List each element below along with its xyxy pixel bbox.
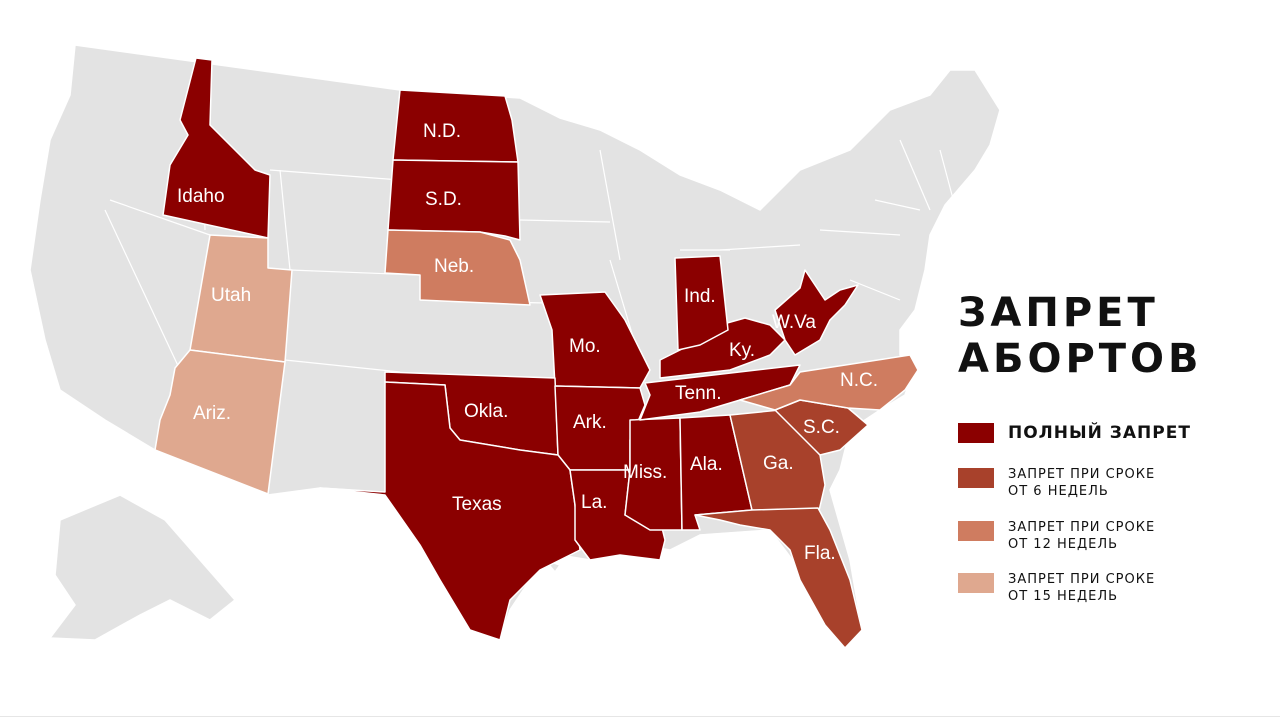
label-west-virginia: W.Va [772, 312, 816, 333]
state-labels: Idaho N.D. S.D. Neb. Utah Ariz. Mo. Okla… [177, 121, 878, 564]
state-florida [694, 507, 863, 649]
legend-label-weeks12-line2: ОТ 12 НЕДЕЛЬ [1008, 537, 1119, 552]
label-oklahoma: Okla. [464, 401, 508, 422]
label-texas: Texas [452, 494, 502, 515]
label-south-carolina: S.C. [803, 417, 840, 438]
state-tennessee [639, 364, 801, 421]
label-florida: Fla. [804, 543, 836, 564]
legend-label-weeks15-line1: ЗАПРЕТ ПРИ СРОКЕ [1008, 572, 1156, 587]
legend-label-weeks6: ЗАПРЕТ ПРИ СРОКЕ ОТ 6 НЕДЕЛЬ [1008, 466, 1155, 500]
map-title-line1: ЗАПРЕТ [958, 290, 1159, 336]
label-alabama: Ala. [690, 454, 723, 475]
state-north-carolina [739, 354, 919, 411]
state-west-virginia [774, 269, 859, 356]
label-missouri: Mo. [569, 336, 601, 357]
legend-swatch-weeks15 [958, 573, 994, 593]
state-arizona [154, 349, 286, 495]
legend-swatch-full [958, 423, 994, 443]
legend-label-weeks12-line1: ЗАПРЕТ ПРИ СРОКЕ [1008, 520, 1156, 535]
legend-swatch-weeks12 [958, 521, 994, 541]
state-north-dakota [392, 89, 519, 163]
label-south-dakota: S.D. [425, 189, 462, 210]
label-louisiana: La. [581, 492, 607, 513]
state-indiana [674, 255, 729, 351]
label-mississippi: Miss. [623, 462, 667, 483]
legend-label-weeks6-line2: ОТ 6 НЕДЕЛЬ [1008, 484, 1109, 499]
state-texas [319, 381, 581, 641]
alaska-base [48, 494, 237, 641]
label-arkansas: Ark. [573, 412, 607, 433]
label-kentucky: Ky. [729, 340, 755, 361]
legend-swatch-weeks6 [958, 468, 994, 488]
map-title-line2: АБОРТОВ [958, 336, 1203, 382]
label-georgia: Ga. [763, 453, 794, 474]
label-indiana: Ind. [684, 286, 716, 307]
label-arizona: Ariz. [193, 403, 231, 424]
states-layer [154, 57, 919, 649]
legend-label-weeks15-line2: ОТ 15 НЕДЕЛЬ [1008, 589, 1119, 604]
label-tennessee: Tenn. [675, 383, 721, 404]
legend-label-weeks6-line1: ЗАПРЕТ ПРИ СРОКЕ [1008, 467, 1156, 482]
map-title: ЗАПРЕТ АБОРТОВ [958, 290, 1203, 382]
label-north-carolina: N.C. [840, 370, 878, 391]
label-north-dakota: N.D. [423, 121, 461, 142]
label-nebraska: Neb. [434, 256, 474, 277]
state-nebraska [384, 229, 531, 306]
legend-label-weeks15: ЗАПРЕТ ПРИ СРОКЕ ОТ 15 НЕДЕЛЬ [1008, 571, 1155, 605]
state-idaho [162, 57, 271, 239]
state-missouri [539, 291, 651, 389]
legend-label-weeks12: ЗАПРЕТ ПРИ СРОКЕ ОТ 12 НЕДЕЛЬ [1008, 519, 1155, 553]
legend-label-full: ПОЛНЫЙ ЗАПРЕТ [1008, 423, 1191, 443]
label-utah: Utah [211, 285, 251, 306]
bottom-divider [0, 716, 1280, 717]
label-idaho: Idaho [177, 186, 225, 207]
